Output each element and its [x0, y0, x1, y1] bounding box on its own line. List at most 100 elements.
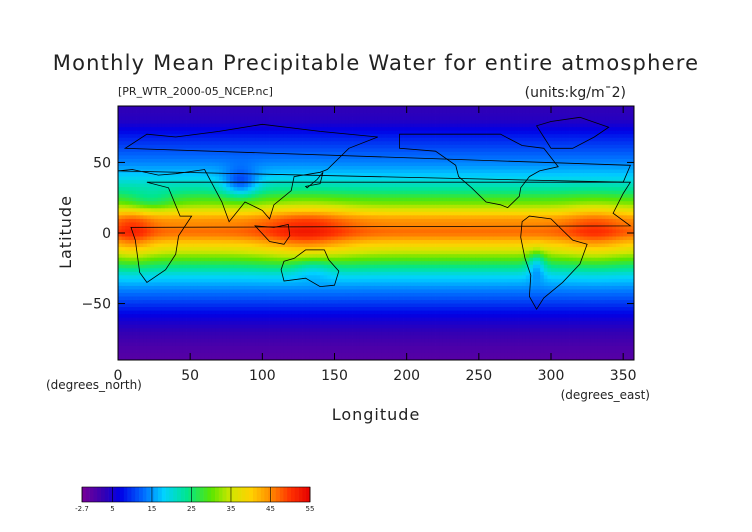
field-cell	[200, 155, 205, 160]
field-cell	[529, 106, 534, 110]
field-cell	[605, 208, 610, 213]
field-cell	[464, 141, 469, 146]
field-cell	[486, 141, 491, 146]
field-cell	[413, 211, 418, 216]
field-cell	[348, 204, 353, 209]
field-cell	[125, 215, 130, 220]
field-cell	[507, 222, 512, 227]
field-cell	[309, 127, 314, 132]
field-cell	[615, 222, 620, 227]
field-cell	[442, 130, 447, 135]
field-cell	[283, 148, 288, 153]
field-cell	[374, 137, 379, 142]
field-cell	[312, 127, 317, 132]
field-cell	[204, 208, 209, 213]
field-cell	[471, 225, 476, 230]
field-cell	[312, 141, 317, 146]
field-cell	[572, 190, 577, 195]
field-cell	[312, 120, 317, 125]
field-cell	[543, 169, 548, 174]
field-cell	[143, 194, 148, 199]
field-cell	[334, 151, 339, 156]
field-cell	[273, 169, 278, 174]
field-cell	[121, 211, 126, 216]
field-cell	[572, 120, 577, 125]
field-cell	[525, 120, 530, 125]
field-cell	[168, 144, 173, 149]
field-cell	[572, 116, 577, 121]
field-cell	[493, 151, 498, 156]
field-cell	[179, 116, 184, 121]
field-cell	[493, 148, 498, 153]
field-cell	[197, 201, 202, 206]
field-cell	[421, 155, 426, 160]
field-cell	[157, 197, 162, 202]
field-cell	[543, 215, 548, 220]
field-cell	[186, 158, 191, 163]
field-cell	[359, 222, 364, 227]
field-cell	[525, 137, 530, 142]
field-cell	[565, 106, 570, 110]
field-cell	[251, 165, 256, 170]
field-cell	[359, 137, 364, 142]
field-cell	[273, 141, 278, 146]
field-cell	[352, 113, 357, 117]
field-cell	[291, 183, 296, 188]
field-cell	[475, 134, 480, 139]
field-cell	[305, 218, 310, 223]
field-cell	[486, 194, 491, 199]
field-cell	[327, 123, 332, 128]
field-cell	[190, 187, 195, 192]
field-cell	[551, 183, 556, 188]
field-cell	[316, 137, 321, 142]
field-cell	[551, 194, 556, 199]
field-cell	[316, 151, 321, 156]
field-cell	[489, 222, 494, 227]
field-cell	[161, 116, 166, 121]
field-cell	[500, 144, 505, 149]
field-cell	[511, 151, 516, 156]
field-cell	[453, 204, 458, 209]
field-cell	[554, 204, 559, 209]
field-cell	[128, 123, 133, 128]
field-cell	[554, 116, 559, 121]
field-cell	[172, 113, 177, 117]
field-cell	[359, 148, 364, 153]
field-cell	[601, 134, 606, 139]
field-cell	[287, 127, 292, 132]
field-cell	[233, 187, 238, 192]
field-cell	[529, 173, 534, 177]
field-cell	[334, 222, 339, 227]
field-cell	[269, 137, 274, 142]
field-cell	[449, 222, 454, 227]
field-cell	[493, 162, 498, 167]
field-cell	[518, 141, 523, 146]
field-cell	[435, 183, 440, 188]
field-cell	[265, 194, 270, 199]
field-cell	[605, 155, 610, 160]
field-cell	[424, 190, 429, 195]
field-cell	[157, 218, 162, 223]
field-cell	[215, 123, 220, 128]
field-cell	[587, 144, 592, 149]
field-cell	[219, 211, 224, 216]
field-cell	[406, 204, 411, 209]
field-cell	[525, 127, 530, 132]
field-cell	[572, 222, 577, 227]
field-cell	[446, 190, 451, 195]
field-cell	[626, 109, 631, 114]
field-cell	[410, 197, 415, 202]
field-cell	[522, 123, 527, 128]
field-cell	[468, 109, 473, 114]
field-cell	[565, 109, 570, 114]
field-cell	[175, 173, 180, 177]
field-cell	[417, 137, 422, 142]
field-cell	[558, 120, 563, 125]
field-cell	[287, 208, 292, 213]
field-cell	[435, 169, 440, 174]
field-cell	[540, 148, 545, 153]
field-cell	[182, 158, 187, 163]
field-cell	[240, 155, 245, 160]
field-cell	[352, 204, 357, 209]
field-cell	[294, 211, 299, 216]
